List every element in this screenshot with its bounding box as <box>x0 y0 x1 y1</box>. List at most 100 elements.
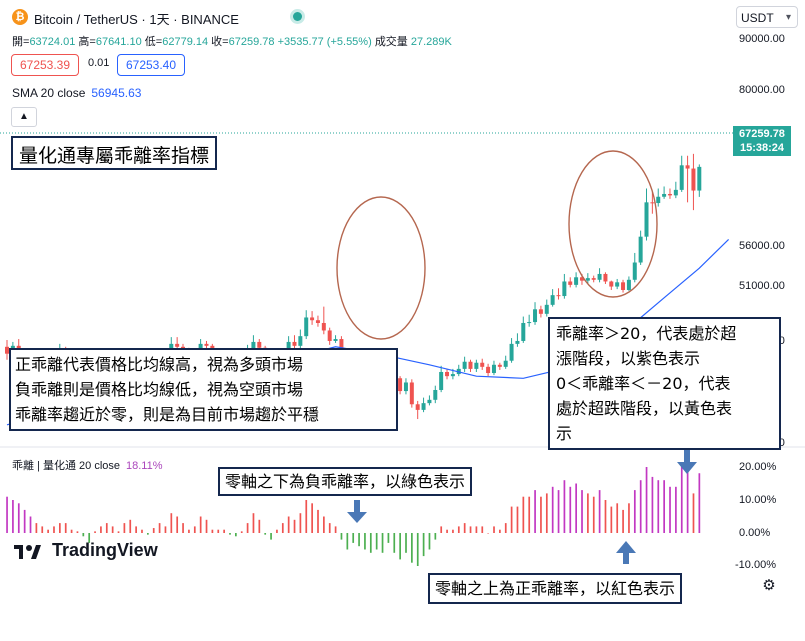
candle-body <box>439 371 444 390</box>
chart-header: ₿ Bitcoin / TetherUS · 1天 · BINANCE 開=63… <box>0 0 805 50</box>
bias-bar <box>563 480 566 533</box>
bias-bar <box>23 509 26 533</box>
currency-select[interactable]: USDT ▾ <box>736 6 798 28</box>
note-line: 0＜乖離率＜－20，代表 <box>556 374 731 393</box>
high-label: 高 <box>78 36 90 48</box>
bias-bar <box>328 523 331 533</box>
bias-bar <box>141 529 143 533</box>
price-axis-label: 56000.00 <box>739 239 785 252</box>
candle-body <box>175 343 180 347</box>
bias-bar <box>12 500 14 533</box>
bias-bar <box>469 526 472 533</box>
bias-bar <box>416 533 419 566</box>
bias-bar <box>604 500 607 533</box>
spread-value: 0.01 <box>88 57 110 69</box>
candle-body <box>204 343 209 346</box>
bias-bar <box>411 533 413 563</box>
bias-bar <box>340 533 343 540</box>
candle-body <box>427 399 432 404</box>
bias-bar <box>287 516 290 533</box>
indicator-legend[interactable]: 乖離 | 量化通 20 close 18.11% <box>12 457 163 473</box>
bias-bar <box>610 506 613 533</box>
bias-bar <box>633 490 636 533</box>
bias-bar <box>522 496 525 533</box>
note-line: 乖離率＞20，代表處於超 <box>556 324 737 343</box>
bias-bar <box>698 473 701 533</box>
candle-body <box>679 165 684 190</box>
price-axis-label: 90000.00 <box>739 33 785 45</box>
bias-bar <box>317 509 319 533</box>
candle-body <box>609 281 614 287</box>
bias-bar <box>669 486 671 533</box>
bias-bar <box>616 503 619 533</box>
candle-body <box>585 278 590 281</box>
candle-body <box>691 168 696 191</box>
ohlc-readout: 開=63724.01 高=67641.10 低=62779.14 收=67259… <box>12 36 452 48</box>
volume-value: 27.289K <box>410 36 452 48</box>
note-line: 示 <box>556 424 573 443</box>
logo-text: TradingView <box>52 540 158 560</box>
bias-bar <box>587 493 589 533</box>
sell-price-button[interactable]: 67253.39 <box>11 54 79 76</box>
bias-histogram-layer <box>6 463 701 566</box>
sma-label: SMA 20 close <box>12 86 86 100</box>
indicator-axis-label: -10.00% <box>735 559 776 571</box>
indicator-value: 18.11% <box>126 460 163 472</box>
bias-bar <box>334 526 337 533</box>
candle-body <box>568 281 573 285</box>
bias-bar <box>457 526 460 533</box>
candle-body <box>615 282 620 287</box>
symbol-title[interactable]: Bitcoin / TetherUS · 1天 · BINANCE <box>34 12 239 27</box>
bias-bar <box>657 480 660 533</box>
bias-bar <box>422 533 425 557</box>
bias-bar <box>428 533 431 550</box>
candle-body <box>474 362 479 369</box>
price-axis-label: 51000.00 <box>739 280 785 293</box>
bias-bar <box>205 519 208 533</box>
bias-bar <box>211 529 214 533</box>
collapse-legend-button[interactable]: ▲ <box>11 107 37 127</box>
indicator-axis-label: 20.00% <box>739 461 777 473</box>
chevron-down-icon: ▾ <box>785 12 791 23</box>
indicator-axis-label: 10.00% <box>739 494 777 506</box>
candle-body <box>421 403 426 410</box>
bias-bar <box>405 533 407 553</box>
bias-bar <box>675 486 677 533</box>
bias-bar <box>129 519 132 533</box>
gear-icon[interactable]: ⚙ <box>762 577 776 594</box>
bitcoin-icon: ₿ <box>12 9 28 25</box>
bias-bar <box>82 533 85 537</box>
bias-bar <box>358 533 360 547</box>
bias-bar <box>452 529 454 533</box>
bias-bar <box>569 486 572 533</box>
note-line: 負乖離則是價格比均線低，視為空頭市場 <box>15 380 304 399</box>
candle-body <box>257 341 262 348</box>
bias-bar <box>229 533 231 535</box>
candle-body <box>533 309 538 323</box>
bias-bar <box>516 506 519 533</box>
bias-bar <box>70 529 73 533</box>
bias-bar <box>235 533 237 537</box>
bias-bar <box>381 533 384 553</box>
note-line: 漲階段，以紫色表示 <box>556 349 701 368</box>
bias-bar <box>152 528 155 533</box>
candle-body <box>650 202 655 204</box>
candle-body <box>626 279 631 290</box>
high-value: 67641.10 <box>95 36 142 48</box>
candle-body <box>562 281 567 297</box>
note-line: 乖離率趨近於零，則是為目前市場趨於平穩 <box>15 405 320 424</box>
bias-bar <box>575 483 577 533</box>
candle-body <box>591 278 596 280</box>
bias-bar <box>499 529 501 533</box>
buy-price-button[interactable]: 67253.40 <box>117 54 185 76</box>
sma-legend[interactable]: SMA 20 close 56945.63 <box>12 86 141 100</box>
bias-bar <box>551 486 554 533</box>
bias-bar <box>440 526 443 533</box>
sma-value: 56945.63 <box>91 86 142 100</box>
candle-body <box>480 362 485 367</box>
candle-body <box>398 378 403 392</box>
bias-bar <box>581 490 583 533</box>
indicator-label: 乖離 | 量化通 20 close <box>12 460 120 472</box>
bias-bar <box>622 509 624 533</box>
